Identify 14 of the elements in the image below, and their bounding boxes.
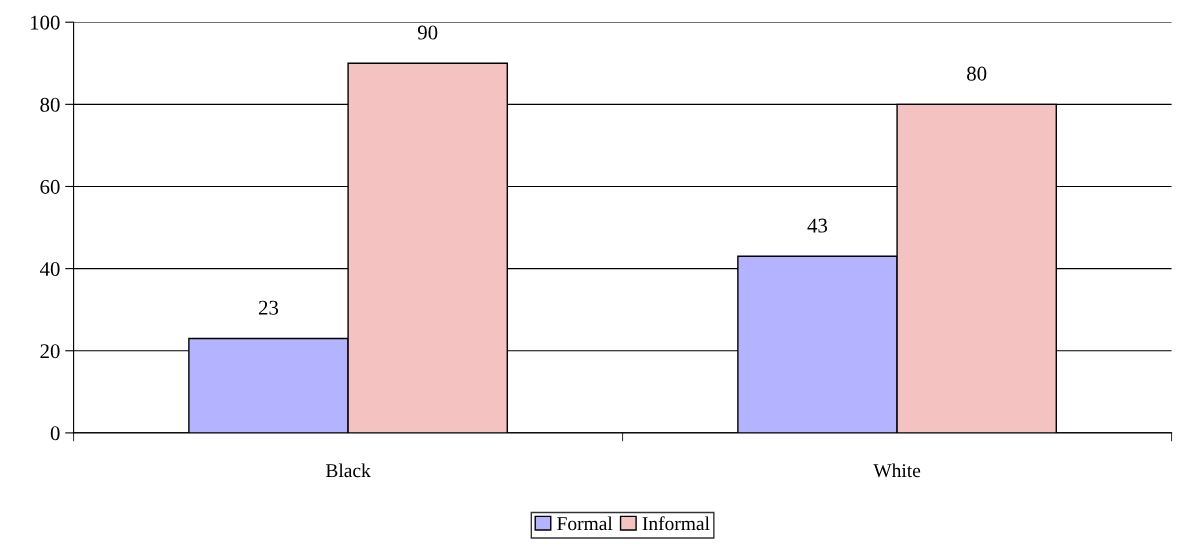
y-tick-label: 80 [40, 97, 60, 112]
legend-label: Informal [642, 516, 710, 531]
y-tick-label: 20 [40, 344, 60, 359]
data-label: 80 [967, 66, 987, 81]
y-tick-label: 0 [50, 426, 60, 441]
y-tick-label: 60 [40, 179, 60, 194]
data-label: 23 [258, 300, 279, 315]
y-tick-label: 40 [39, 261, 60, 277]
data-label: 90 [417, 25, 438, 40]
legend-label: Formal [557, 516, 613, 531]
data-label: 43 [807, 218, 828, 233]
x-tick-label: Black [325, 463, 371, 478]
y-tick-label: 100 [30, 15, 60, 30]
x-tick-label: White [873, 463, 921, 478]
